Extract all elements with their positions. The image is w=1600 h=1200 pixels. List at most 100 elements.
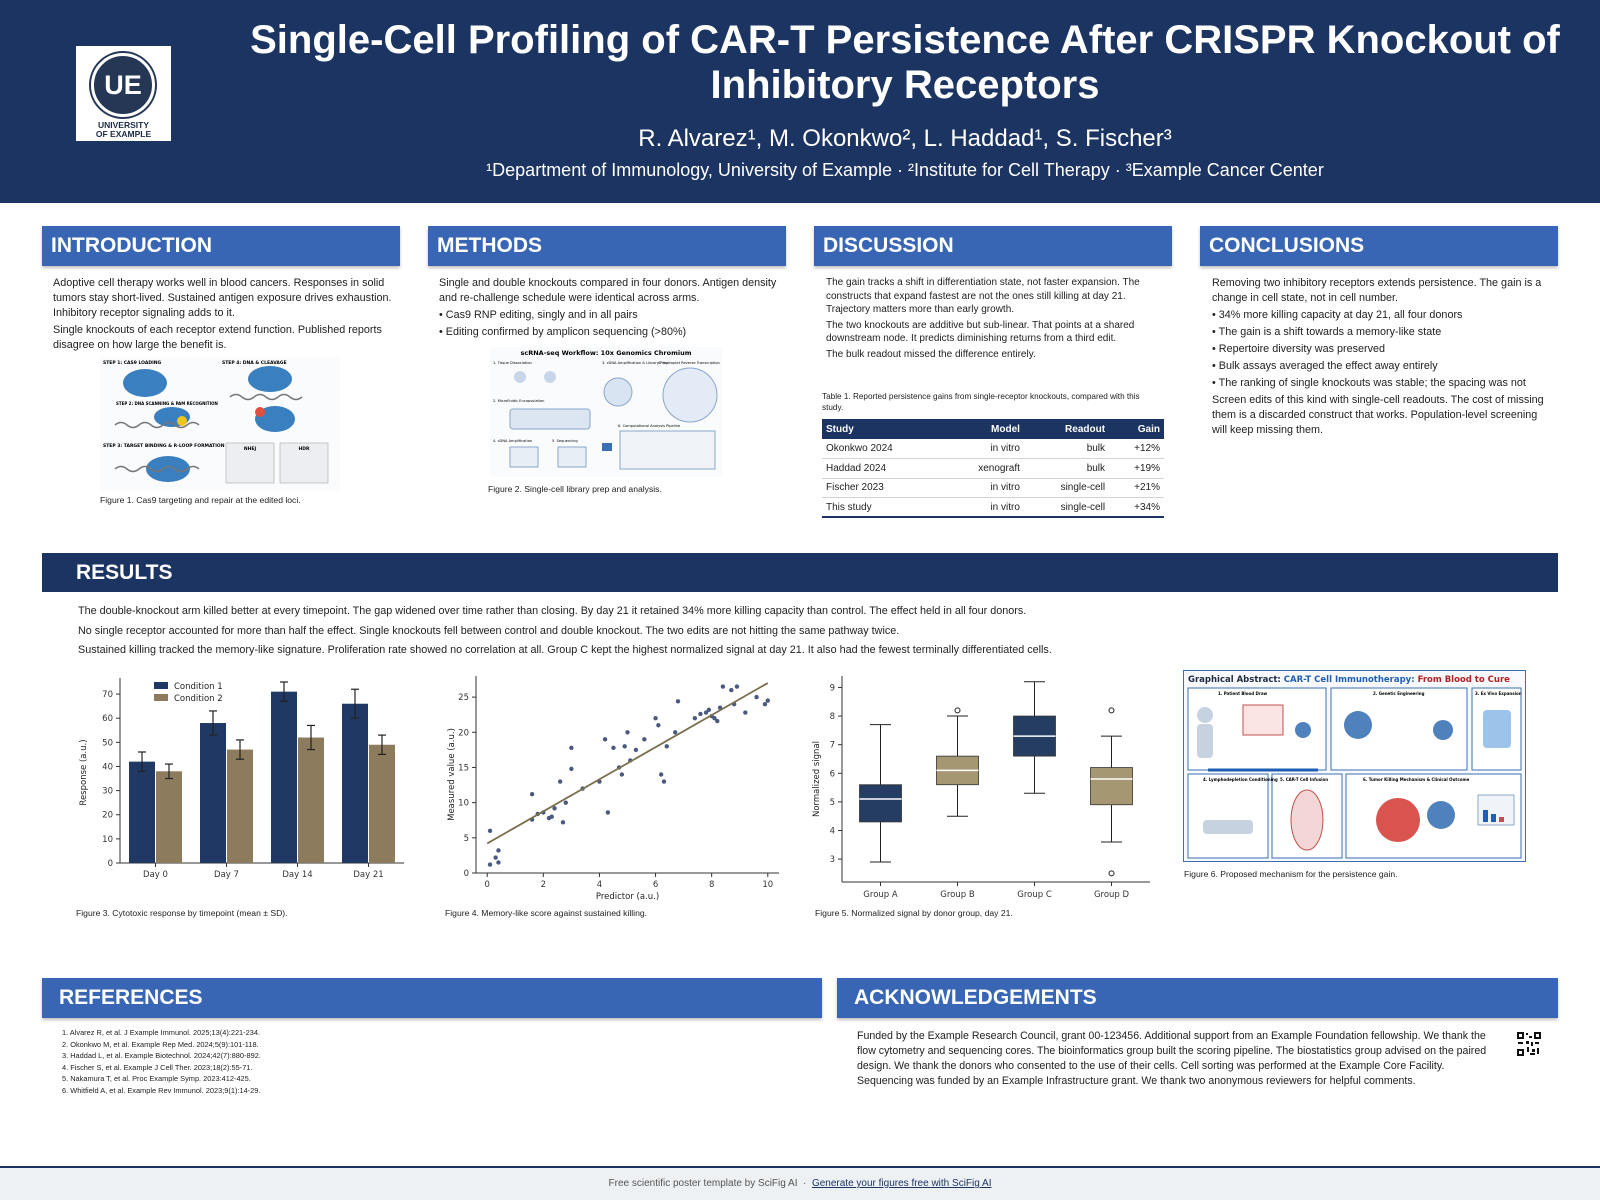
box xyxy=(1090,767,1133,806)
scatter-point xyxy=(715,718,720,724)
figure-4-caption: Figure 4. Memory-like score against sust… xyxy=(445,908,648,918)
scatter-point xyxy=(633,747,639,753)
university-logo: UE UNIVERSITY OF EXAMPLE xyxy=(76,46,171,141)
svg-text:4. cDNA Amplification: 4. cDNA Amplification xyxy=(493,439,532,443)
scatter-point xyxy=(619,772,625,777)
bar xyxy=(369,744,395,863)
scatter-point xyxy=(675,699,681,704)
persistence-table: Study Model Readout Gain Okonkwo 2024 in … xyxy=(822,419,1164,518)
bar xyxy=(271,691,297,863)
svg-text:NHEJ: NHEJ xyxy=(244,446,257,452)
y-tick-label: 0 xyxy=(464,869,469,879)
conclusions-text: Removing two inhibitory receptors extend… xyxy=(1212,276,1547,440)
methods-bullet: Cas9 RNP editing, singly and in all pair… xyxy=(439,308,779,323)
conclusions-bullets: 34% more killing capacity at day 21, all… xyxy=(1212,308,1547,391)
figure-3-bar-chart: 0 10 20 30 40 50 60 70 Day 0 Day 7 Day 14 Day 21 Con… xyxy=(79,678,404,880)
svg-text:2. Genetic Engineering: 2. Genetic Engineering xyxy=(1373,691,1425,696)
x-tick-label: Group B xyxy=(940,890,975,900)
references-list: 1. Alvarez R, et al. J Example Immunol. … xyxy=(62,1027,802,1097)
table-header-row: Study Model Readout Gain xyxy=(822,419,1164,439)
legend-swatch xyxy=(154,682,168,689)
figure-5-box-plot: 3 4 5 6 7 8 9 Group A Group B Group C Group D Norma… xyxy=(812,676,1150,900)
svg-text:STEP 3: TARGET BINDING & R-LOO: STEP 3: TARGET BINDING & R-LOOP FORMATIO… xyxy=(103,443,225,449)
svg-text:4. In-droplet Reverse Transcri: 4. In-droplet Reverse Transcription xyxy=(658,361,720,365)
scatter-point xyxy=(743,710,748,715)
y-tick-label: 20 xyxy=(458,728,469,738)
table-header: Gain xyxy=(1109,419,1164,439)
crispr-cas9-figure: STEP 1: CAS9 LOADING STEP 4: DNA & CLEAV… xyxy=(100,357,340,490)
conclusions-heading: CONCLUSIONS xyxy=(1200,226,1558,266)
svg-text:Graphical Abstract: CAR-T Cell: Graphical Abstract: CAR-T Cell Immunothe… xyxy=(1188,675,1510,685)
legend-label: Condition 1 xyxy=(174,682,223,692)
y-tick-label: 30 xyxy=(102,787,113,797)
discussion-paragraph: The two knockouts are additive but sub-l… xyxy=(826,319,1135,345)
methods-paragraph: Single and double knockouts compared in … xyxy=(439,277,777,304)
scatter-point xyxy=(625,730,630,735)
scatter-point xyxy=(549,814,554,819)
y-tick-label: 5 xyxy=(464,834,469,844)
methods-bullets: Cas9 RNP editing, singly and in all pair… xyxy=(439,308,779,340)
scatter-point xyxy=(552,806,557,811)
conclusions-closing: Screen edits of this kind with single-ce… xyxy=(1212,394,1544,436)
outlier-point xyxy=(954,707,961,714)
y-tick-label: 60 xyxy=(102,714,113,724)
y-tick-label: 7 xyxy=(830,741,835,751)
results-paragraph: Sustained killing tracked the memory-lik… xyxy=(78,644,1052,656)
y-tick-label: 20 xyxy=(102,811,113,821)
qr-code-icon[interactable] xyxy=(1517,1032,1541,1056)
table-row: Okonkwo 2024 in vitro bulk +12% xyxy=(822,439,1164,459)
outlier-point xyxy=(1108,870,1115,877)
conclusions-bullet: Repertoire diversity was preserved xyxy=(1212,342,1547,357)
footer-text: Free scientific poster template by SciFi… xyxy=(608,1178,798,1189)
y-tick-label: 40 xyxy=(102,762,113,772)
scatter-point xyxy=(765,698,770,703)
outlier-point xyxy=(1108,707,1115,714)
x-tick-label: Group A xyxy=(863,890,898,900)
bar xyxy=(200,723,226,863)
y-tick-label: 4 xyxy=(830,827,835,837)
svg-text:STEP 4: DNA & CLEAVAGE: STEP 4: DNA & CLEAVAGE xyxy=(222,360,287,366)
scrnaseq-workflow-figure: scRNA-seq Workflow: 10x Genomics Chromiu… xyxy=(490,347,722,477)
references-heading: REFERENCES xyxy=(42,978,822,1018)
scatter-point xyxy=(642,737,647,742)
x-tick-label: Day 21 xyxy=(353,870,383,880)
y-tick-label: 6 xyxy=(830,769,835,779)
introduction-text: Adoptive cell therapy works well in bloo… xyxy=(53,276,393,355)
x-tick-label: 0 xyxy=(485,880,490,890)
poster-header: UE UNIVERSITY OF EXAMPLE Single-Cell Pro… xyxy=(0,0,1600,203)
x-tick-label: 4 xyxy=(597,880,602,890)
scatter-point xyxy=(754,694,759,700)
svg-text:2. Microfluidic Encapsulation: 2. Microfluidic Encapsulation xyxy=(493,399,544,403)
y-tick-label: 9 xyxy=(830,683,835,693)
scatter-point xyxy=(557,779,563,784)
x-tick-label: Day 0 xyxy=(143,870,168,880)
reference-item: 2. Okonkwo M, et al. Example Rep Med. 20… xyxy=(62,1039,259,1049)
figure-3-caption: Figure 3. Cytotoxic response by timepoin… xyxy=(76,908,288,918)
svg-text:6. Computational Analysis Pipe: 6. Computational Analysis Pipeline xyxy=(618,424,681,428)
reference-item: 3. Haddad L, et al. Example Biotechnol. … xyxy=(62,1051,261,1061)
table-header: Model xyxy=(943,419,1024,439)
x-axis-label: Predictor (a.u.) xyxy=(596,892,659,902)
fit-line xyxy=(486,682,769,845)
discussion-heading: DISCUSSION xyxy=(814,226,1172,266)
y-tick-label: 3 xyxy=(830,855,835,865)
x-tick-label: 8 xyxy=(709,880,714,890)
y-axis-label: Measured value (a.u.) xyxy=(447,728,457,821)
results-paragraph: The double-knockout arm killed better at… xyxy=(78,605,1027,617)
scatter-point xyxy=(734,684,740,689)
scatter-point xyxy=(611,745,616,750)
scatter-point xyxy=(496,860,501,865)
scatter-point xyxy=(605,810,611,815)
x-tick-label: Day 7 xyxy=(214,870,239,880)
reference-item: 6. Whitfield A, et al. Example Rev Immun… xyxy=(62,1085,261,1095)
poster-authors: R. Alvarez¹, M. Okonkwo², L. Haddad¹, S.… xyxy=(638,125,1172,152)
scatter-point xyxy=(496,848,501,853)
table-row: Haddad 2024 xenograft bulk +19% xyxy=(822,458,1164,479)
footer-link[interactable]: Generate your figures free with SciFig A… xyxy=(811,1178,992,1189)
conclusions-bullet: The ranking of single knockouts was stab… xyxy=(1212,376,1547,391)
y-tick-label: 0 xyxy=(108,859,113,869)
scatter-point xyxy=(560,820,566,825)
legend-swatch xyxy=(154,694,168,701)
scatter-point xyxy=(664,744,669,749)
bar xyxy=(298,737,324,863)
